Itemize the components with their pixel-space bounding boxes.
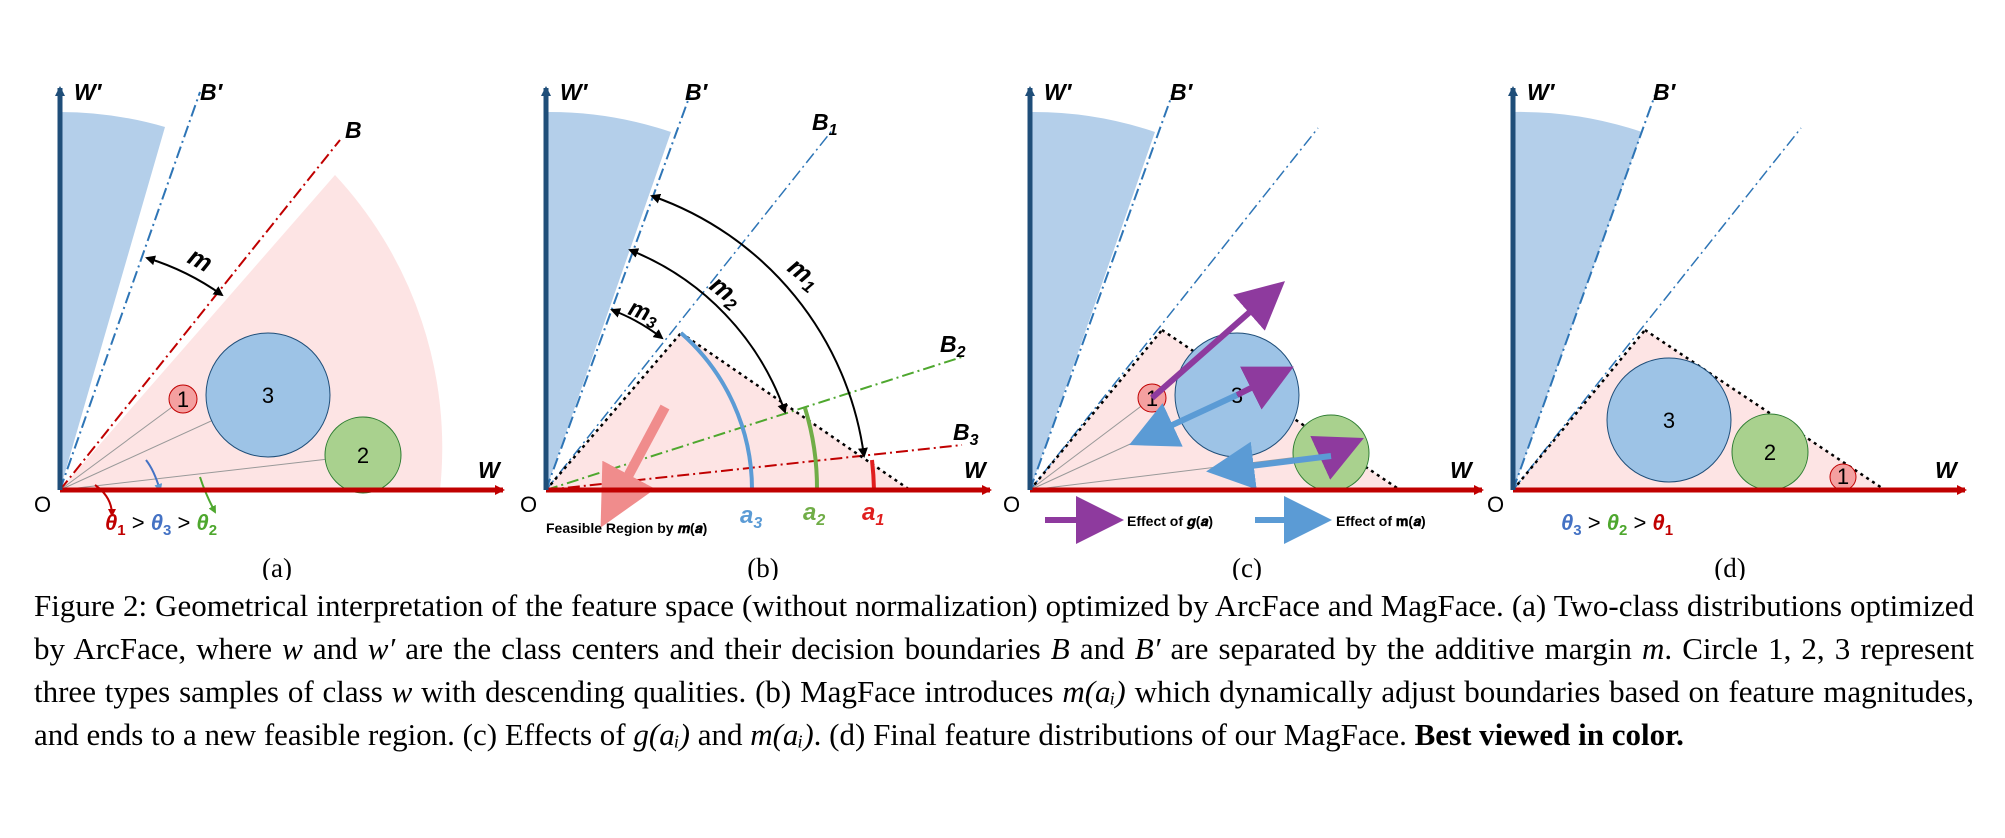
circle-1-a — [168, 384, 198, 414]
figure-2: 3 2 1 m W′ B′ B W O θ1 > θ3 > θ2 (a) — [34, 79, 1967, 580]
boundary-b-prime-a — [59, 91, 201, 491]
label-b-prime-d: B′ — [1653, 79, 1677, 105]
dotted-d-right — [1644, 328, 1886, 492]
boundary-b-a — [59, 139, 341, 491]
margin-m3-arc — [610, 308, 664, 340]
m-arrow-3 — [1129, 392, 1239, 447]
label-b1: B1 — [812, 109, 838, 139]
circle-1-label-a: 1 — [177, 387, 189, 412]
feasible-region-a — [60, 175, 443, 490]
label-b-prime-a: B′ — [200, 79, 224, 105]
boundary-b-prime-b — [545, 94, 691, 491]
sublabel-a: (a) — [262, 553, 292, 580]
label-a2: a2 — [803, 499, 825, 529]
circle-1-label-c: 1 — [1146, 386, 1158, 411]
margin-arc-a — [145, 255, 224, 297]
ray-2-a — [59, 454, 364, 491]
origin-label-b: O — [520, 492, 537, 517]
label-w-a: W — [478, 457, 502, 483]
margin-m3-label: m3 — [624, 294, 663, 333]
inequality-d: θ3 > θ2 > θ1 — [1561, 510, 1673, 539]
label-b-a: B — [345, 117, 362, 143]
label-b3: B3 — [953, 419, 979, 449]
margin-label-a: m — [183, 241, 218, 278]
circle-2-label-a: 2 — [357, 443, 369, 468]
legend-g-label: Effect of 𝒈(𝒂) — [1127, 513, 1213, 530]
wedge-w-prime-c — [1030, 111, 1155, 490]
margin-m1-label: m1 — [780, 251, 826, 297]
circle-1-label-d: 1 — [1837, 464, 1849, 489]
figure-caption: Figure 2: Geometrical interpretation of … — [34, 588, 1974, 752]
panel-d: 3 2 1 W′ B′ W O θ3 > θ2 > θ1 (d) — [1487, 79, 1967, 580]
panel-b: m1 m2 m3 W′ B′ B1 B2 B3 W O Feasible Reg… — [520, 79, 992, 580]
arc-a1 — [870, 459, 876, 491]
label-a1: a1 — [862, 499, 884, 529]
circle-3-label-a: 3 — [262, 383, 274, 408]
boundary-b-c — [1029, 127, 1319, 491]
theta2-arc-a — [199, 476, 216, 514]
theta3-arc-a — [145, 459, 163, 492]
label-a3: a3 — [740, 502, 762, 532]
panel-a: 3 2 1 m W′ B′ B W O θ1 > θ3 > θ2 (a) — [34, 79, 505, 580]
label-w-prime-a: W′ — [74, 79, 103, 105]
wedge-w-prime-b — [546, 111, 671, 491]
boundary-b-prime-d — [1512, 94, 1656, 491]
caption-emphasis: Best viewed in color. — [1414, 717, 1684, 752]
margin-m2-label: m2 — [702, 269, 748, 315]
label-w-b: W — [964, 457, 988, 483]
wedge-w-prime-d — [1513, 111, 1642, 490]
label-w-prime-b: W′ — [560, 79, 589, 105]
label-w-prime-c: W′ — [1044, 79, 1073, 105]
wedge-w-prime-a — [60, 112, 165, 490]
ray-1-a — [59, 398, 184, 491]
legend-m-label: Effect of 𝐦(𝒂) — [1336, 513, 1426, 529]
boundary-b-prime-c — [1029, 94, 1173, 491]
theta1-arc-a — [94, 484, 116, 517]
label-b-prime-c: B′ — [1170, 79, 1194, 105]
inequality-a: θ1 > θ3 > θ2 — [105, 510, 217, 539]
ray-2-c — [1029, 452, 1332, 491]
label-w-c: W — [1450, 457, 1474, 483]
origin-label-a: O — [34, 492, 51, 517]
feasible-arrow — [600, 404, 670, 528]
label-b2: B2 — [940, 331, 966, 361]
circle-2-label-d: 2 — [1764, 440, 1776, 465]
g-arrow-1 — [1150, 281, 1286, 401]
sublabel-b: (b) — [747, 553, 778, 580]
sublabel-d: (d) — [1714, 553, 1745, 580]
circle-3-a — [205, 332, 331, 458]
margin-m2-arc — [628, 248, 788, 414]
feasible-label: Feasible Region by 𝒎(𝒂) — [546, 520, 707, 536]
circle-2-a — [324, 416, 402, 494]
label-b-prime-b: B′ — [685, 79, 709, 105]
origin-label-d: O — [1487, 492, 1504, 517]
sublabel-c: (c) — [1232, 553, 1262, 580]
circle-3-d — [1606, 357, 1732, 483]
label-w-d: W — [1935, 457, 1959, 483]
g-arrow-2 — [1310, 436, 1364, 480]
margin-m1-arc — [650, 193, 868, 458]
circle-3-label-d: 3 — [1663, 408, 1675, 433]
g-arrow-3 — [1235, 366, 1294, 410]
label-w-prime-d: W′ — [1527, 79, 1556, 105]
panel-c: 3 2 1 W′ B′ W O Effect of 𝒈(𝒂) Effect of… — [1003, 79, 1484, 580]
origin-label-c: O — [1003, 492, 1020, 517]
boundary-b-d — [1512, 127, 1802, 491]
m-arrow-2 — [1206, 441, 1332, 490]
